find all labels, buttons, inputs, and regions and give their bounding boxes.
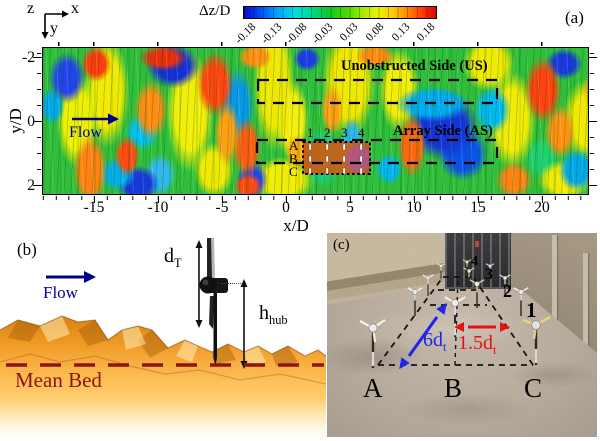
x-tick-label: 0: [282, 199, 290, 216]
turbine-number-label: 3: [485, 266, 493, 283]
turbine-position-marks: [308, 143, 363, 175]
spacing-arrow-diagonal-icon: [399, 302, 447, 370]
turbine-number-label: 4: [471, 254, 478, 269]
x-axis-label: x/D: [283, 216, 309, 235]
y-tick: [33, 184, 42, 186]
spacing-arrow-lateral-icon: [454, 322, 510, 332]
y-tick-label: 0: [27, 113, 35, 130]
flow-arrow-icon: [72, 113, 119, 125]
panel-b-tag: (b): [17, 240, 37, 259]
array-row-label: B: [289, 151, 298, 166]
mean-bed-label: Mean Bed: [15, 368, 102, 392]
x-tick: [413, 196, 415, 203]
turbine-model-C: [522, 315, 551, 365]
turbine-model-row4: [436, 259, 495, 280]
array-row-label: C: [289, 164, 298, 179]
x-tick-label: -15: [83, 199, 105, 216]
hub-height-label: hhub: [259, 303, 288, 327]
turbine-model-row3: [422, 267, 511, 297]
rotor-diameter-arrow-icon: [195, 240, 203, 328]
array-col-label: 2: [324, 125, 331, 140]
x-tick-label: 10: [406, 199, 422, 216]
as-region-box: [255, 138, 499, 165]
turbine-model-A: [359, 319, 386, 368]
panel-a-tag: (a): [565, 8, 584, 27]
y-tick-right: [588, 184, 597, 186]
turbine-array-box: [302, 141, 371, 175]
hub-height-arrow-icon: [240, 279, 248, 369]
turbine-number-label: 1: [526, 298, 537, 322]
spacing-diagonal-base: 6d: [423, 329, 443, 351]
y-tick-right: [588, 56, 597, 58]
x-tick-label: -5: [215, 199, 229, 216]
x-tick: [285, 196, 287, 203]
x-minor-ticks-top: [42, 42, 589, 46]
colorbar-title: Δz/D: [199, 3, 231, 19]
y-tick: [33, 120, 42, 122]
x-tick: [157, 196, 159, 203]
x-tick-label: 5: [346, 199, 354, 216]
y-tick: [33, 56, 42, 58]
triad-z-label: z: [27, 0, 35, 17]
mean-bed-line: [6, 363, 324, 367]
x-tick: [93, 196, 95, 203]
triad-y-label: y: [50, 20, 58, 37]
deposit-patch: [346, 146, 370, 172]
turbine-column-label: C: [524, 373, 543, 403]
panel-c-tag: (c): [333, 237, 350, 253]
turbine-column-label: B: [444, 373, 463, 403]
region-overlay: [255, 78, 499, 175]
turbine-model-B: [444, 296, 466, 338]
flume-photo: (c) 4 3 2 1 A B C 6dt 1.5dt: [327, 233, 597, 437]
x-tick: [349, 196, 351, 203]
spacing-diagonal-label: 6dt: [423, 330, 446, 354]
hub-height-base: h: [259, 302, 269, 324]
x-tick-label: 15: [470, 199, 486, 216]
array-col-label: 1: [307, 125, 314, 140]
axis-triad-icon: [41, 10, 69, 39]
rotor-diameter-base: d: [164, 245, 174, 267]
spacing-lateral-label: 1.5dt: [458, 333, 496, 357]
sand-surface: [0, 315, 326, 441]
us-region-box: [256, 78, 499, 105]
y-tick-label: -2: [22, 49, 35, 66]
x-tick: [477, 196, 479, 203]
us-region-label: Unobstructed Side (US): [341, 58, 488, 74]
rotor-diameter-sub: T: [174, 256, 182, 270]
hub-height-connector: [221, 283, 241, 284]
array-col-label: 4: [358, 125, 365, 140]
y-tick-label: 2: [27, 177, 35, 194]
spacing-lateral-base: 1.5d: [458, 332, 493, 354]
x-tick: [221, 196, 223, 203]
flow-label: Flow: [69, 124, 102, 141]
x-tick: [541, 196, 543, 203]
hub-height-sub: hub: [269, 313, 288, 327]
rotor-diameter-label: dT: [164, 246, 182, 270]
spacing-lateral-sub: t: [493, 343, 497, 357]
colorbar: [243, 6, 437, 19]
as-region-label: Array Side (AS): [393, 123, 493, 139]
flow-arrow-icon: [46, 271, 96, 283]
array-row-label: A: [289, 138, 299, 153]
turbine-model-row2: [407, 279, 529, 317]
turbine-schematic: [199, 238, 228, 365]
triad-x-label: x: [71, 0, 79, 17]
turbine-column-label: A: [363, 373, 383, 403]
flow-label: Flow: [43, 283, 78, 302]
x-minor-ticks: [42, 196, 589, 200]
x-tick-label: 20: [534, 199, 550, 216]
y-axis-label: y/D: [6, 108, 26, 134]
array-annotation-overlay: [359, 259, 551, 370]
turbine-number-label: 2: [503, 281, 512, 301]
x-tick-label: -10: [147, 199, 169, 216]
spacing-diagonal-sub: t: [443, 340, 447, 354]
y-tick-right: [588, 120, 597, 122]
array-col-label: 3: [341, 125, 348, 140]
